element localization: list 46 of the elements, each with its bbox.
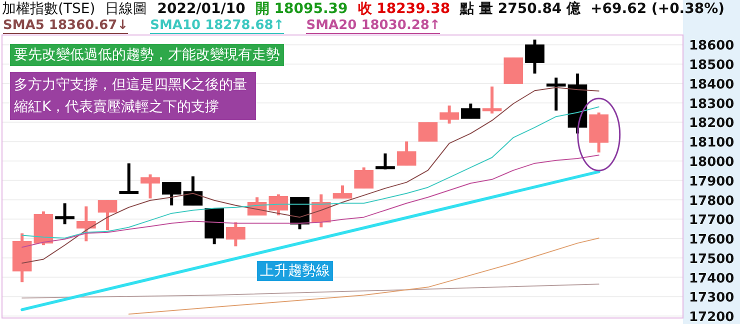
candlestick (354, 167, 374, 189)
candlestick (332, 185, 352, 199)
y-tick-label: 18100 (689, 136, 734, 151)
y-tick-label: 17900 (689, 174, 734, 190)
y-tick-label: 18300 (689, 96, 734, 112)
candlestick (55, 203, 74, 224)
candlestick (440, 106, 459, 124)
y-tick-label: 17200 (689, 310, 734, 324)
candlestick (396, 141, 416, 166)
y-tick-label: 18200 (689, 116, 734, 132)
candlestick (119, 163, 139, 194)
candlestick (376, 153, 395, 170)
y-tick-label: 18000 (689, 154, 734, 170)
y-tick-label: 17600 (689, 232, 734, 248)
y-tick-label: 18500 (689, 58, 734, 74)
candlestick (461, 104, 480, 119)
text: 2022/01/10 (157, 1, 246, 17)
y-tick-label: 17400 (689, 271, 734, 286)
line-series (22, 284, 600, 299)
candlestick (482, 86, 502, 114)
text: +69.62 (+0.38%) (590, 1, 725, 17)
y-tick-label: 17700 (689, 213, 734, 228)
series-label: 上升趨勢線 (257, 261, 333, 282)
candlestick (98, 200, 118, 230)
text: SMA5 18360.67↓ (3, 18, 128, 34)
chart-subtitle: 日線圖 (105, 1, 148, 17)
text: SMA10 18278.68↑ (150, 18, 284, 34)
annotation: 要先改變低過低的趨勢，才能改變現有走勢 (10, 44, 284, 66)
text: 收 18239.38 (358, 1, 450, 17)
text: 點 量 2750.84 億 (460, 1, 581, 17)
y-tick-label: 17500 (689, 252, 734, 267)
candlestick (226, 222, 246, 246)
candlestick (76, 206, 96, 242)
chart-title: 加權指數(TSE) (2, 1, 96, 17)
candlestick (525, 40, 544, 74)
candlestick (418, 122, 438, 142)
text: 開 18095.39 (255, 1, 348, 17)
y-tick-label: 18400 (689, 77, 734, 92)
candlestick (546, 78, 566, 111)
y-tick-label: 18600 (689, 38, 734, 54)
line-series (128, 238, 600, 315)
annotation: 多方力守支撐，但這是四黑K之後的量縮紅K，代表賣壓減輕之下的支撐 (10, 72, 256, 120)
y-tick-label: 17800 (689, 194, 734, 209)
candlestick (140, 174, 160, 198)
text: SMA20 18030.28↑ (306, 18, 440, 34)
y-tick-label: 17300 (689, 290, 734, 306)
